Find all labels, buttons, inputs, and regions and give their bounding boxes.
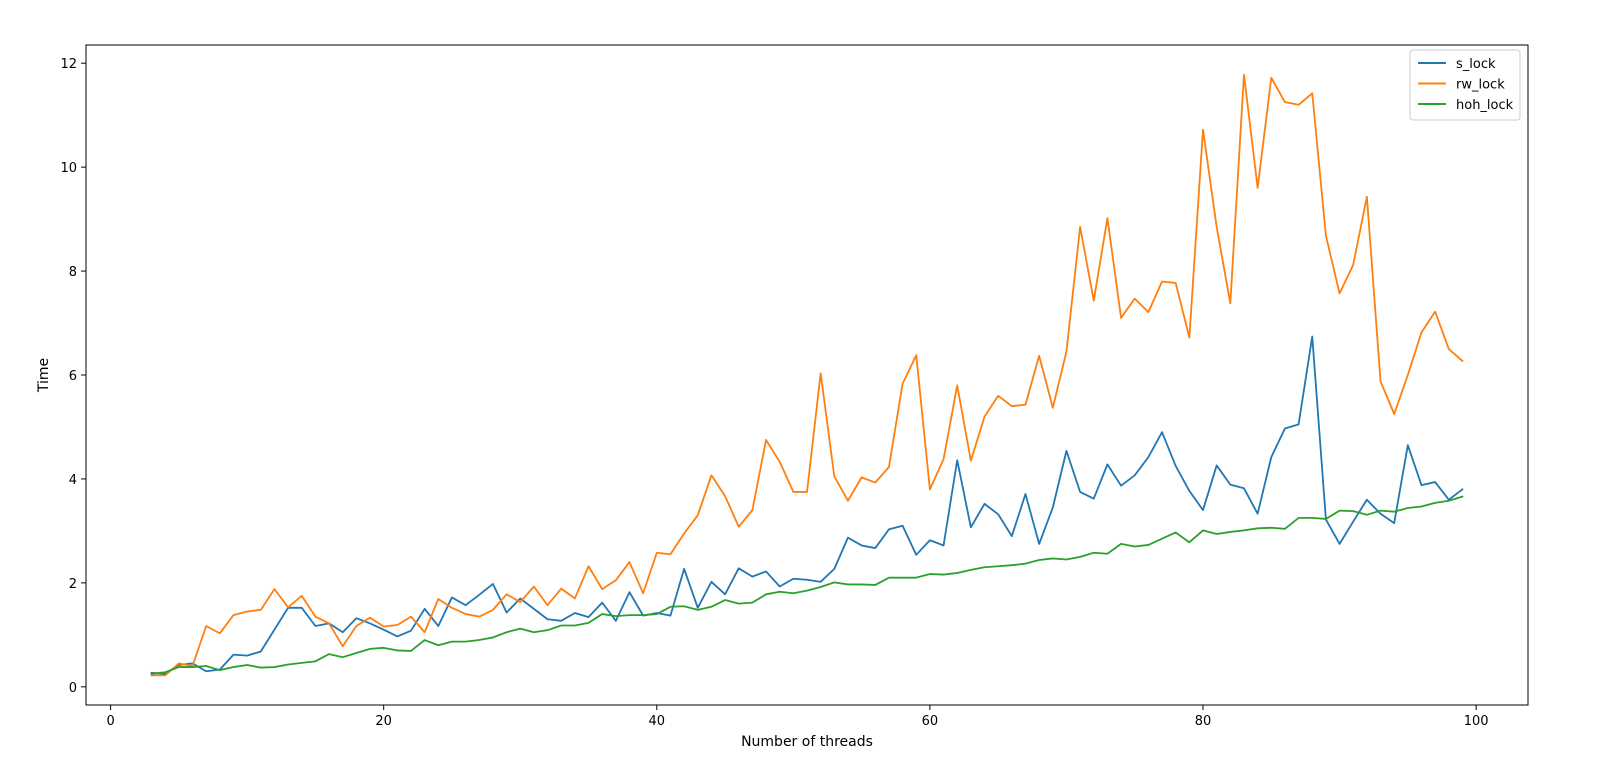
y-tick-label: 4 xyxy=(69,473,77,488)
x-axis-label: Number of threads xyxy=(741,734,873,750)
x-tick-label: 80 xyxy=(1195,714,1212,729)
legend-box xyxy=(1409,49,1521,121)
x-tick-label: 40 xyxy=(649,714,666,729)
legend: s_lock rw_lock hoh_lock xyxy=(1409,49,1521,121)
series-layer xyxy=(150,73,1464,677)
plot-area xyxy=(86,45,1528,705)
x-tick-label: 100 xyxy=(1464,714,1489,729)
legend-label: hoh_lock xyxy=(1456,98,1514,113)
y-tick-label: 2 xyxy=(69,577,77,592)
legend-label: rw_lock xyxy=(1456,78,1505,93)
x-tick-label: 60 xyxy=(922,714,939,729)
y-tick-label: 12 xyxy=(60,57,77,72)
x-tick-label: 20 xyxy=(375,714,392,729)
y-tick-label: 6 xyxy=(69,369,77,384)
y-axis: 0 2 4 6 8 10 12 xyxy=(60,57,86,696)
y-tick-label: 0 xyxy=(69,681,77,696)
y-tick-label: 8 xyxy=(69,265,77,280)
series-line-rw-lock xyxy=(150,73,1464,677)
x-axis: 0 20 40 60 80 100 xyxy=(106,705,1489,729)
y-axis-label: Time xyxy=(36,358,52,393)
y-tick-label: 10 xyxy=(60,161,77,176)
series-line-s-lock xyxy=(150,335,1464,675)
legend-label: s_lock xyxy=(1456,57,1496,72)
x-tick-label: 0 xyxy=(106,714,114,729)
series-line-hoh-lock xyxy=(150,495,1464,675)
